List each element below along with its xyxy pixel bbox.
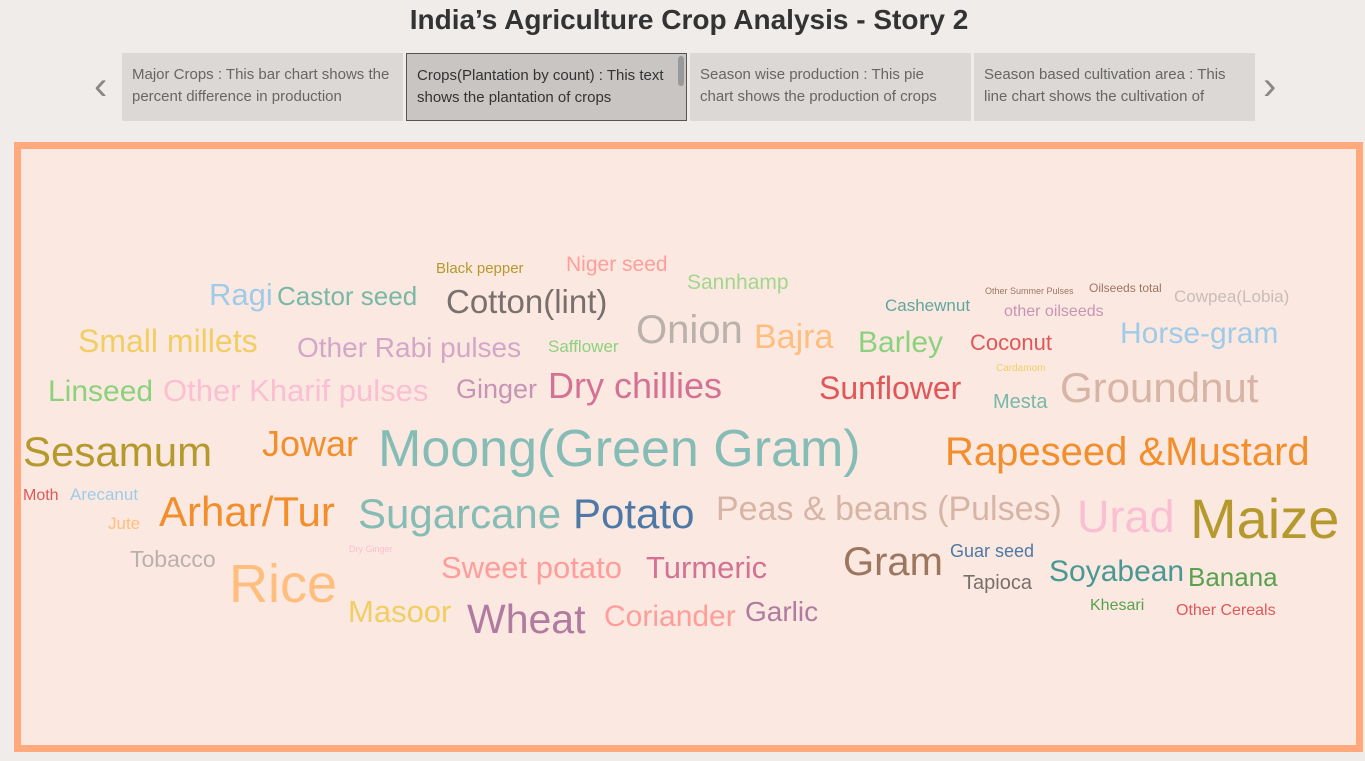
- word[interactable]: Jowar: [262, 423, 358, 464]
- word-cloud-frame: [14, 142, 1363, 752]
- story-point[interactable]: Major Crops : This bar chart shows the p…: [122, 53, 403, 121]
- prev-arrow[interactable]: ‹: [94, 64, 108, 108]
- word[interactable]: Black pepper: [436, 260, 524, 277]
- word[interactable]: Coriander: [604, 600, 736, 633]
- word[interactable]: Ragi: [209, 277, 273, 312]
- word[interactable]: Arhar/Tur: [159, 488, 335, 535]
- word[interactable]: Khesari: [1090, 597, 1144, 614]
- word[interactable]: Other Rabi pulses: [297, 332, 521, 363]
- word[interactable]: Other Cereals: [1176, 602, 1276, 619]
- word[interactable]: Moong(Green Gram): [378, 420, 861, 478]
- word[interactable]: Turmeric: [646, 550, 767, 585]
- word[interactable]: Oilseeds total: [1089, 281, 1162, 295]
- word[interactable]: Ginger: [456, 374, 537, 404]
- story-point[interactable]: Crops(Plantation by count) : This text s…: [406, 53, 687, 121]
- word[interactable]: Cotton(lint): [446, 283, 607, 320]
- word[interactable]: Other Kharif pulses: [163, 373, 428, 408]
- next-arrow[interactable]: ›: [1263, 64, 1277, 108]
- word[interactable]: Wheat: [467, 596, 586, 642]
- word[interactable]: Gram: [843, 540, 943, 584]
- word[interactable]: Rapeseed &Mustard: [945, 430, 1310, 474]
- word[interactable]: Groundnut: [1060, 364, 1259, 411]
- word[interactable]: Urad: [1077, 491, 1175, 542]
- story-title: India’s Agriculture Crop Analysis - Stor…: [409, 4, 969, 35]
- story-point[interactable]: Season wise production : This pie chart …: [690, 53, 971, 121]
- word[interactable]: Potato: [573, 490, 694, 537]
- word[interactable]: Dry Ginger: [349, 544, 393, 554]
- word[interactable]: Safflower: [548, 337, 619, 356]
- word[interactable]: Other Summer Pulses: [985, 286, 1074, 296]
- word[interactable]: Castor seed: [277, 281, 417, 311]
- word[interactable]: Bajra: [754, 318, 833, 356]
- word[interactable]: Horse-gram: [1120, 317, 1278, 350]
- word[interactable]: Barley: [858, 326, 943, 359]
- word[interactable]: Mesta: [993, 391, 1048, 413]
- word[interactable]: Peas & beans (Pulses): [716, 490, 1062, 528]
- word[interactable]: Coconut: [970, 330, 1052, 355]
- word[interactable]: Sugarcane: [358, 490, 561, 537]
- word[interactable]: Tapioca: [963, 572, 1033, 594]
- word[interactable]: Tobacco: [130, 546, 216, 572]
- word[interactable]: Jute: [108, 514, 140, 533]
- word[interactable]: Linseed: [48, 375, 153, 408]
- story-point[interactable]: Season based cultivation area : This lin…: [974, 53, 1255, 121]
- word[interactable]: Small millets: [78, 323, 258, 359]
- word[interactable]: Cowpea(Lobia): [1174, 287, 1289, 306]
- word[interactable]: Niger seed: [566, 253, 668, 276]
- word[interactable]: Dry chillies: [548, 365, 722, 406]
- word[interactable]: Moth: [23, 487, 59, 504]
- word[interactable]: Sunflower: [819, 370, 962, 406]
- word[interactable]: Sannhamp: [687, 271, 789, 294]
- word[interactable]: Rice: [229, 554, 337, 614]
- word[interactable]: Sesamum: [23, 428, 212, 475]
- word[interactable]: Arecanut: [70, 485, 138, 504]
- word[interactable]: Maize: [1190, 487, 1339, 550]
- word[interactable]: Soyabean: [1049, 555, 1184, 588]
- word[interactable]: Onion: [636, 308, 743, 352]
- word[interactable]: Banana: [1188, 562, 1278, 592]
- word[interactable]: Garlic: [745, 596, 818, 627]
- word[interactable]: other oilseeds: [1004, 303, 1104, 320]
- word[interactable]: Masoor: [348, 594, 451, 629]
- word[interactable]: Cardamom: [996, 363, 1045, 374]
- word[interactable]: Guar seed: [950, 541, 1034, 561]
- word[interactable]: Cashewnut: [885, 296, 970, 315]
- word[interactable]: Sweet potato: [441, 550, 622, 585]
